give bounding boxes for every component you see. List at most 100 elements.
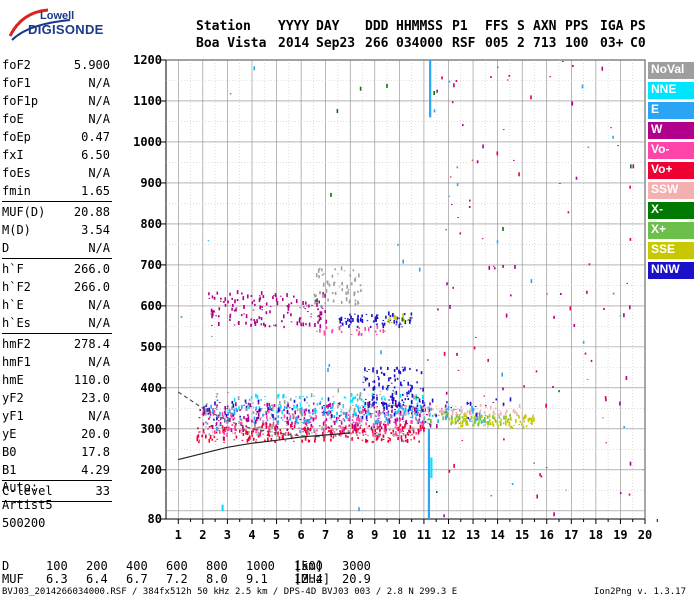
echo-point [368,401,371,405]
echo-point [248,430,250,434]
echo-point [354,278,357,282]
echo-point [415,416,417,420]
echo-point [457,369,460,371]
echo-point [380,366,382,370]
param-value: 23.0 [81,391,110,405]
echo-point [305,408,307,412]
echo-point [350,320,352,324]
echo-point [452,286,454,289]
echo-point [319,311,322,316]
echo-point [272,416,275,421]
echo-point [254,321,257,326]
echo-point [295,396,297,398]
header-row2-cell: C0 [630,36,646,51]
echo-point [315,294,317,297]
echo-point [340,420,343,425]
param-value: 0.47 [81,130,110,144]
dtable-unit: [km] [294,559,323,573]
echo-point [424,413,426,415]
echo-point [407,381,409,386]
echo-point [225,426,227,428]
x-tick-label: 18 [589,528,603,542]
echo-point [331,428,333,430]
param-separator [2,480,112,481]
echo-point [397,429,399,432]
echo-point [316,429,318,432]
echo-point [510,417,512,420]
echo-point [357,414,360,418]
echo-point [493,416,496,421]
echo-point [354,313,356,315]
echo-point [385,414,388,416]
echo-point [402,414,404,418]
echo-point [337,417,340,420]
echo-point [482,425,485,427]
header-row2-cell: 2 [517,36,525,51]
echo-point [412,405,414,410]
echo-point [289,416,291,421]
param-row: hmF1 N/A [2,353,112,371]
echo-point [477,422,479,427]
echo-point [460,421,462,425]
logo-swoosh-icon [8,8,71,41]
echo-point [400,323,402,325]
echo-point [241,439,244,441]
echo-point [343,412,346,415]
echo-point [382,434,385,438]
echo-point [504,411,507,415]
echo-point [467,417,470,420]
echo-point [505,423,507,426]
echo-point [307,311,309,312]
echo-point [373,385,376,390]
echo-point [383,407,386,409]
echo-point [352,415,355,417]
dtable-value: 1500 [294,559,323,573]
echo-point [347,318,349,320]
param-row: B1 4.29 [2,461,112,479]
echo-point [255,419,257,424]
echo-point [299,407,301,412]
echo-point [395,324,398,326]
echo-point [201,413,204,415]
echo-point [363,388,366,391]
echo-point [402,410,405,414]
echo-point [259,432,261,437]
echo-point [362,409,364,413]
echo-point [422,413,425,416]
echo-point [448,195,451,197]
echo-point [398,429,401,434]
echo-point [383,322,386,326]
echo-point [437,419,439,424]
echo-point [357,428,360,431]
echo-point [277,408,280,413]
echo-point [474,419,476,424]
echo-point [404,320,407,325]
echo-point [399,370,401,373]
echo-point [348,318,351,322]
echo-point [351,397,354,400]
echo-point [257,419,259,421]
echo-point [406,320,409,322]
echo-point [623,426,625,428]
header-row2-cell: 034000 [396,36,443,51]
y-tick-label: 900 [140,176,162,190]
echo-point [278,436,281,440]
echo-point [226,420,229,424]
echo-point [431,408,434,411]
echo-point [364,377,367,382]
echo-point [280,295,282,297]
echo-point [323,411,325,416]
echo-point [338,402,341,406]
y-tick-label: 800 [140,217,162,231]
echo-point [358,422,361,424]
echo-point [365,438,367,443]
echo-point [238,429,241,433]
param-row: MUF(D) 20.88 [2,203,112,221]
echo-point [378,377,380,381]
echo-point [362,434,365,436]
echo-point [249,403,251,408]
echo-point [518,404,521,408]
echo-point [286,293,288,298]
header-row2-cell: 266 [365,36,389,51]
